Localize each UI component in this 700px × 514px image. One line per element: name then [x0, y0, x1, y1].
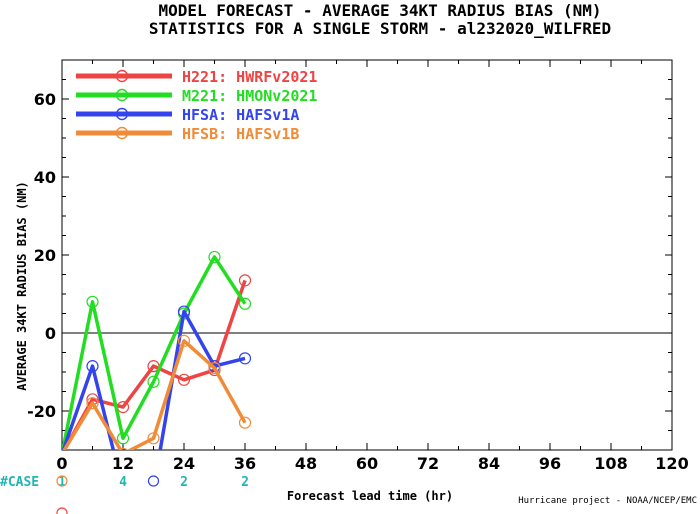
y-tick-label: 20 — [34, 246, 56, 265]
x-tick-label: 108 — [594, 454, 627, 473]
case-count: 4 — [119, 475, 127, 490]
series-point — [147, 432, 160, 445]
series-point — [86, 360, 99, 373]
x-tick-label: 84 — [478, 454, 500, 473]
series-line — [62, 255, 247, 450]
legend-marker — [115, 107, 129, 121]
x-axis-label: Forecast lead time (hr) — [287, 489, 453, 503]
legend-marker — [115, 126, 129, 140]
series-point — [238, 352, 252, 365]
x-tick-label: 24 — [173, 454, 195, 473]
x-tick-label: 0 — [56, 454, 67, 473]
x-tick-label: 48 — [295, 454, 317, 473]
y-tick-label: 0 — [45, 324, 56, 343]
series-point — [86, 397, 99, 410]
chart-subtitle: STATISTICS FOR A SINGLE STORM - al232020… — [149, 19, 611, 38]
series-point — [147, 375, 160, 388]
legend-entry: H221: HWRFv2021 — [182, 68, 317, 86]
case-marker — [147, 475, 160, 487]
series-point — [86, 295, 99, 308]
legend-entry: HFSA: HAFSv1A — [182, 106, 299, 124]
series-point — [116, 432, 130, 445]
x-tick-label: 96 — [539, 454, 561, 473]
legend-marker — [115, 88, 129, 102]
credit-text: Hurricane project - NOAA/NCEP/EMC — [518, 496, 697, 506]
series-point — [177, 334, 191, 347]
y-tick-label: 40 — [34, 168, 56, 187]
y-tick-label: -20 — [27, 402, 56, 421]
legend-marker — [115, 69, 129, 83]
legend-entry: HFSB: HAFSv1B — [182, 125, 299, 143]
series-point — [238, 416, 252, 429]
case-row: 1 4 2 2 — [56, 475, 249, 514]
case-count: 1 — [58, 475, 66, 490]
x-tick-label: 12 — [112, 454, 134, 473]
x-tick-label: 36 — [234, 454, 256, 473]
series-point — [208, 250, 221, 264]
x-tick-label: 60 — [356, 454, 378, 473]
y-axis-label: AVERAGE 34KT RADIUS BIAS (NM) — [15, 181, 29, 391]
series-point — [177, 305, 191, 318]
x-tick-label: 120 — [655, 454, 688, 473]
series-group — [62, 250, 252, 495]
legend-entry: M221: HMONv2021 — [182, 87, 317, 105]
series-point — [238, 274, 252, 287]
case-count: 2 — [180, 475, 188, 490]
case-label: #CASE — [0, 475, 39, 490]
x-tick-label: 72 — [417, 454, 439, 473]
case-marker — [56, 475, 68, 487]
series-point — [148, 484, 159, 495]
series-point — [118, 447, 128, 450]
series-point — [208, 362, 221, 375]
series-line — [62, 309, 246, 450]
y-tick-label: 60 — [34, 90, 56, 109]
series-point — [238, 297, 252, 310]
series-point — [177, 373, 191, 386]
chart-title: MODEL FORECAST - AVERAGE 34KT RADIUS BIA… — [158, 1, 601, 20]
series-line — [62, 339, 247, 450]
case-marker — [56, 507, 68, 514]
plot-frame — [61, 59, 673, 451]
case-count: 2 — [241, 475, 249, 490]
